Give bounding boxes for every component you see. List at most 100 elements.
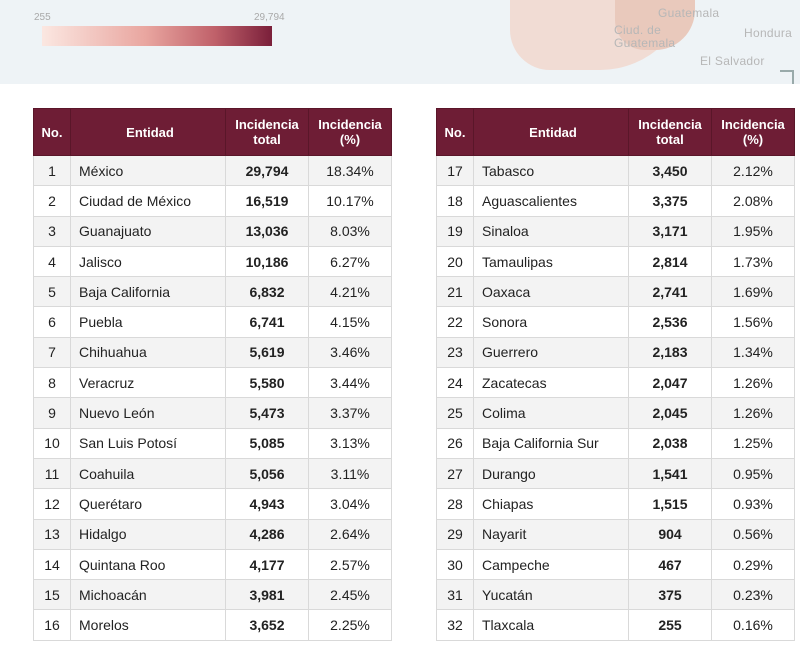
cell-total: 5,619 xyxy=(225,336,309,369)
map-area[interactable]: Guatemala Ciud. de Guatemala Hondura El … xyxy=(0,0,800,84)
cell-pct: 0.29% xyxy=(711,548,795,581)
cell-entidad: Hidalgo xyxy=(70,518,226,550)
map-label-ciudad-guatemala: Ciud. de Guatemala xyxy=(614,23,676,50)
table-row: 12 Querétaro 4,943 3.04% xyxy=(33,488,392,520)
cell-no: 28 xyxy=(436,488,474,520)
table-row: 2 Ciudad de México 16,519 10.17% xyxy=(33,185,392,217)
cell-no: 19 xyxy=(436,215,474,247)
table-header-row: No. Entidad Incidencia total Incidencia … xyxy=(33,108,392,156)
incidence-table-right: No. Entidad Incidencia total Incidencia … xyxy=(436,108,795,641)
table-row: 6 Puebla 6,741 4.15% xyxy=(33,306,392,338)
table-row: 28 Chiapas 1,515 0.93% xyxy=(436,488,795,520)
cell-no: 4 xyxy=(33,245,71,278)
header-entidad: Entidad xyxy=(473,108,629,156)
cell-entidad: Baja California xyxy=(70,276,226,308)
incidence-table-left: No. Entidad Incidencia total Incidencia … xyxy=(33,108,392,641)
header-no: No. xyxy=(33,108,71,156)
cell-no: 12 xyxy=(33,488,71,520)
cell-no: 20 xyxy=(436,245,474,278)
cell-pct: 6.27% xyxy=(308,245,392,278)
cell-entidad: Colima xyxy=(473,397,629,429)
table-row: 1 México 29,794 18.34% xyxy=(33,154,392,187)
cell-total: 2,536 xyxy=(628,306,712,338)
cell-entidad: Chihuahua xyxy=(70,336,226,369)
header-total: Incidencia total xyxy=(628,108,712,156)
table-row: 23 Guerrero 2,183 1.34% xyxy=(436,336,795,369)
cell-pct: 18.34% xyxy=(308,154,392,187)
cell-no: 27 xyxy=(436,457,474,490)
cell-total: 467 xyxy=(628,548,712,581)
cell-entidad: Nayarit xyxy=(473,518,629,550)
table-row: 7 Chihuahua 5,619 3.46% xyxy=(33,336,392,369)
cell-pct: 0.56% xyxy=(711,518,795,550)
cell-pct: 3.46% xyxy=(308,336,392,369)
cell-total: 13,036 xyxy=(225,215,309,247)
table-row: 5 Baja California 6,832 4.21% xyxy=(33,276,392,308)
cell-entidad: Morelos xyxy=(70,609,226,641)
cell-no: 32 xyxy=(436,609,474,641)
cell-total: 375 xyxy=(628,579,712,611)
cell-no: 7 xyxy=(33,336,71,369)
cell-entidad: Sinaloa xyxy=(473,215,629,247)
cell-no: 26 xyxy=(436,427,474,459)
cell-pct: 1.25% xyxy=(711,427,795,459)
cell-total: 4,286 xyxy=(225,518,309,550)
cell-entidad: Puebla xyxy=(70,306,226,338)
table-header-row: No. Entidad Incidencia total Incidencia … xyxy=(436,108,795,156)
map-label-guatemala: Guatemala xyxy=(658,6,720,20)
cell-entidad: Tlaxcala xyxy=(473,609,629,641)
cell-no: 6 xyxy=(33,306,71,338)
cell-pct: 0.23% xyxy=(711,579,795,611)
cell-pct: 2.12% xyxy=(711,154,795,187)
cell-total: 2,047 xyxy=(628,367,712,399)
cell-total: 255 xyxy=(628,609,712,641)
cell-total: 3,375 xyxy=(628,185,712,217)
cell-no: 29 xyxy=(436,518,474,550)
cell-entidad: Tabasco xyxy=(473,154,629,187)
cell-no: 10 xyxy=(33,427,71,459)
table-row: 3 Guanajuato 13,036 8.03% xyxy=(33,215,392,247)
cell-entidad: Guerrero xyxy=(473,336,629,369)
table-row: 20 Tamaulipas 2,814 1.73% xyxy=(436,245,795,278)
cell-total: 3,450 xyxy=(628,154,712,187)
cell-no: 5 xyxy=(33,276,71,308)
fullscreen-icon[interactable] xyxy=(780,70,794,84)
cell-pct: 3.44% xyxy=(308,367,392,399)
cell-total: 2,045 xyxy=(628,397,712,429)
table-row: 18 Aguascalientes 3,375 2.08% xyxy=(436,185,795,217)
header-total: Incidencia total xyxy=(225,108,309,156)
cell-total: 1,515 xyxy=(628,488,712,520)
header-no: No. xyxy=(436,108,474,156)
cell-total: 2,038 xyxy=(628,427,712,459)
table-row: 11 Coahuila 5,056 3.11% xyxy=(33,457,392,490)
cell-pct: 0.16% xyxy=(711,609,795,641)
cell-total: 4,177 xyxy=(225,548,309,581)
cell-pct: 0.93% xyxy=(711,488,795,520)
header-pct: Incidencia (%) xyxy=(711,108,795,156)
table-row: 17 Tabasco 3,450 2.12% xyxy=(436,154,795,187)
cell-pct: 2.64% xyxy=(308,518,392,550)
cell-entidad: Oaxaca xyxy=(473,276,629,308)
cell-entidad: Yucatán xyxy=(473,579,629,611)
cell-no: 8 xyxy=(33,367,71,399)
table-row: 10 San Luis Potosí 5,085 3.13% xyxy=(33,427,392,459)
cell-entidad: Campeche xyxy=(473,548,629,581)
cell-no: 22 xyxy=(436,306,474,338)
table-row: 13 Hidalgo 4,286 2.64% xyxy=(33,518,392,550)
cell-total: 5,056 xyxy=(225,457,309,490)
cell-no: 25 xyxy=(436,397,474,429)
cell-pct: 4.15% xyxy=(308,306,392,338)
cell-total: 3,981 xyxy=(225,579,309,611)
cell-pct: 2.08% xyxy=(711,185,795,217)
cell-entidad: Nuevo León xyxy=(70,397,226,429)
cell-total: 5,085 xyxy=(225,427,309,459)
cell-entidad: Veracruz xyxy=(70,367,226,399)
cell-pct: 1.56% xyxy=(711,306,795,338)
cell-entidad: Durango xyxy=(473,457,629,490)
table-row: 25 Colima 2,045 1.26% xyxy=(436,397,795,429)
table-row: 27 Durango 1,541 0.95% xyxy=(436,457,795,490)
cell-no: 13 xyxy=(33,518,71,550)
table-row: 31 Yucatán 375 0.23% xyxy=(436,579,795,611)
cell-no: 17 xyxy=(436,154,474,187)
cell-total: 16,519 xyxy=(225,185,309,217)
